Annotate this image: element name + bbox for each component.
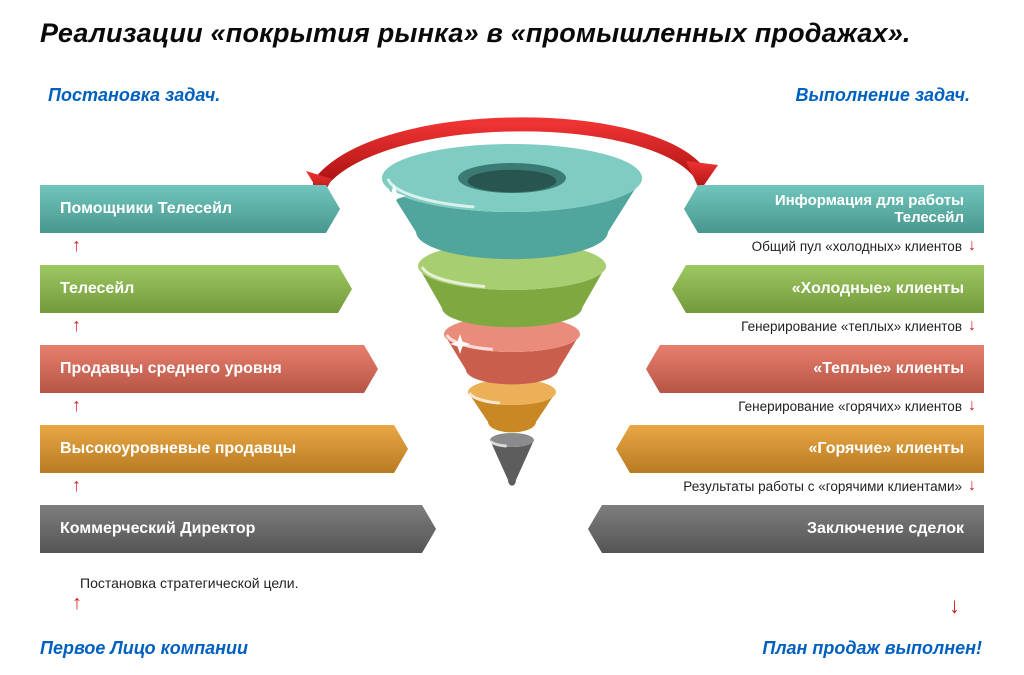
right-bar: Информация для работыТелесейл <box>684 185 984 233</box>
right-row-2: «Теплые» клиенты <box>646 345 984 393</box>
right-row-3: «Горячие» клиенты <box>616 425 984 473</box>
diagram-canvas: Реализации «покрытия рынка» в «промышлен… <box>0 0 1024 675</box>
left-row-1: Телесейл <box>40 265 352 313</box>
left-bar: Телесейл <box>40 265 352 313</box>
footer-left: Первое Лицо компании <box>40 638 248 659</box>
up-arrow-icon: ↑ <box>72 235 81 256</box>
right-row-0: Информация для работыТелесейл <box>684 185 984 233</box>
bottom-note: Постановка стратегической цели. <box>80 575 299 591</box>
up-arrow-icon: ↑ <box>72 592 82 615</box>
inter-text-1: Генерирование «теплых» клиентов↓ <box>741 317 976 335</box>
down-arrow-icon: ↓ <box>968 237 976 255</box>
right-row-1: «Холодные» клиенты <box>672 265 984 313</box>
page-title: Реализации «покрытия рынка» в «промышлен… <box>40 18 984 49</box>
inter-text-0: Общий пул «холодных» клиентов↓ <box>752 237 976 255</box>
subheading-left: Постановка задач. <box>48 85 220 106</box>
curved-arrow-icon <box>300 105 724 200</box>
right-row-4: Заключение сделок <box>588 505 984 553</box>
left-bar: Продавцы среднего уровня <box>40 345 378 393</box>
up-arrow-icon: ↑ <box>72 315 81 336</box>
inter-text-2: Генерирование «горячих» клиентов↓ <box>738 397 976 415</box>
up-arrow-icon: ↑ <box>72 395 81 416</box>
down-arrow-icon: ↓ <box>968 317 976 335</box>
down-arrow-icon: ↓ <box>968 397 976 415</box>
right-bar: «Теплые» клиенты <box>646 345 984 393</box>
left-bar: Высокоуровневые продавцы <box>40 425 408 473</box>
left-row-3: Высокоуровневые продавцы <box>40 425 408 473</box>
right-bar: «Холодные» клиенты <box>672 265 984 313</box>
inter-text-3: Результаты работы с «горячими клиентами»… <box>683 477 976 495</box>
left-bar: Коммерческий Директор <box>40 505 436 553</box>
down-arrow-icon: ↓ <box>968 477 976 495</box>
funnel-icon <box>352 130 672 550</box>
right-bar: «Горячие» клиенты <box>616 425 984 473</box>
left-row-2: Продавцы среднего уровня <box>40 345 378 393</box>
subheading-right: Выполнение задач. <box>796 85 970 106</box>
right-bar: Заключение сделок <box>588 505 984 553</box>
footer-right: План продаж выполнен! <box>762 638 982 659</box>
up-arrow-icon: ↑ <box>72 475 81 496</box>
down-arrow-icon: ↓ <box>949 593 960 619</box>
left-row-4: Коммерческий Директор <box>40 505 436 553</box>
left-bar: Помощники Телесейл <box>40 185 340 233</box>
left-row-0: Помощники Телесейл <box>40 185 340 233</box>
